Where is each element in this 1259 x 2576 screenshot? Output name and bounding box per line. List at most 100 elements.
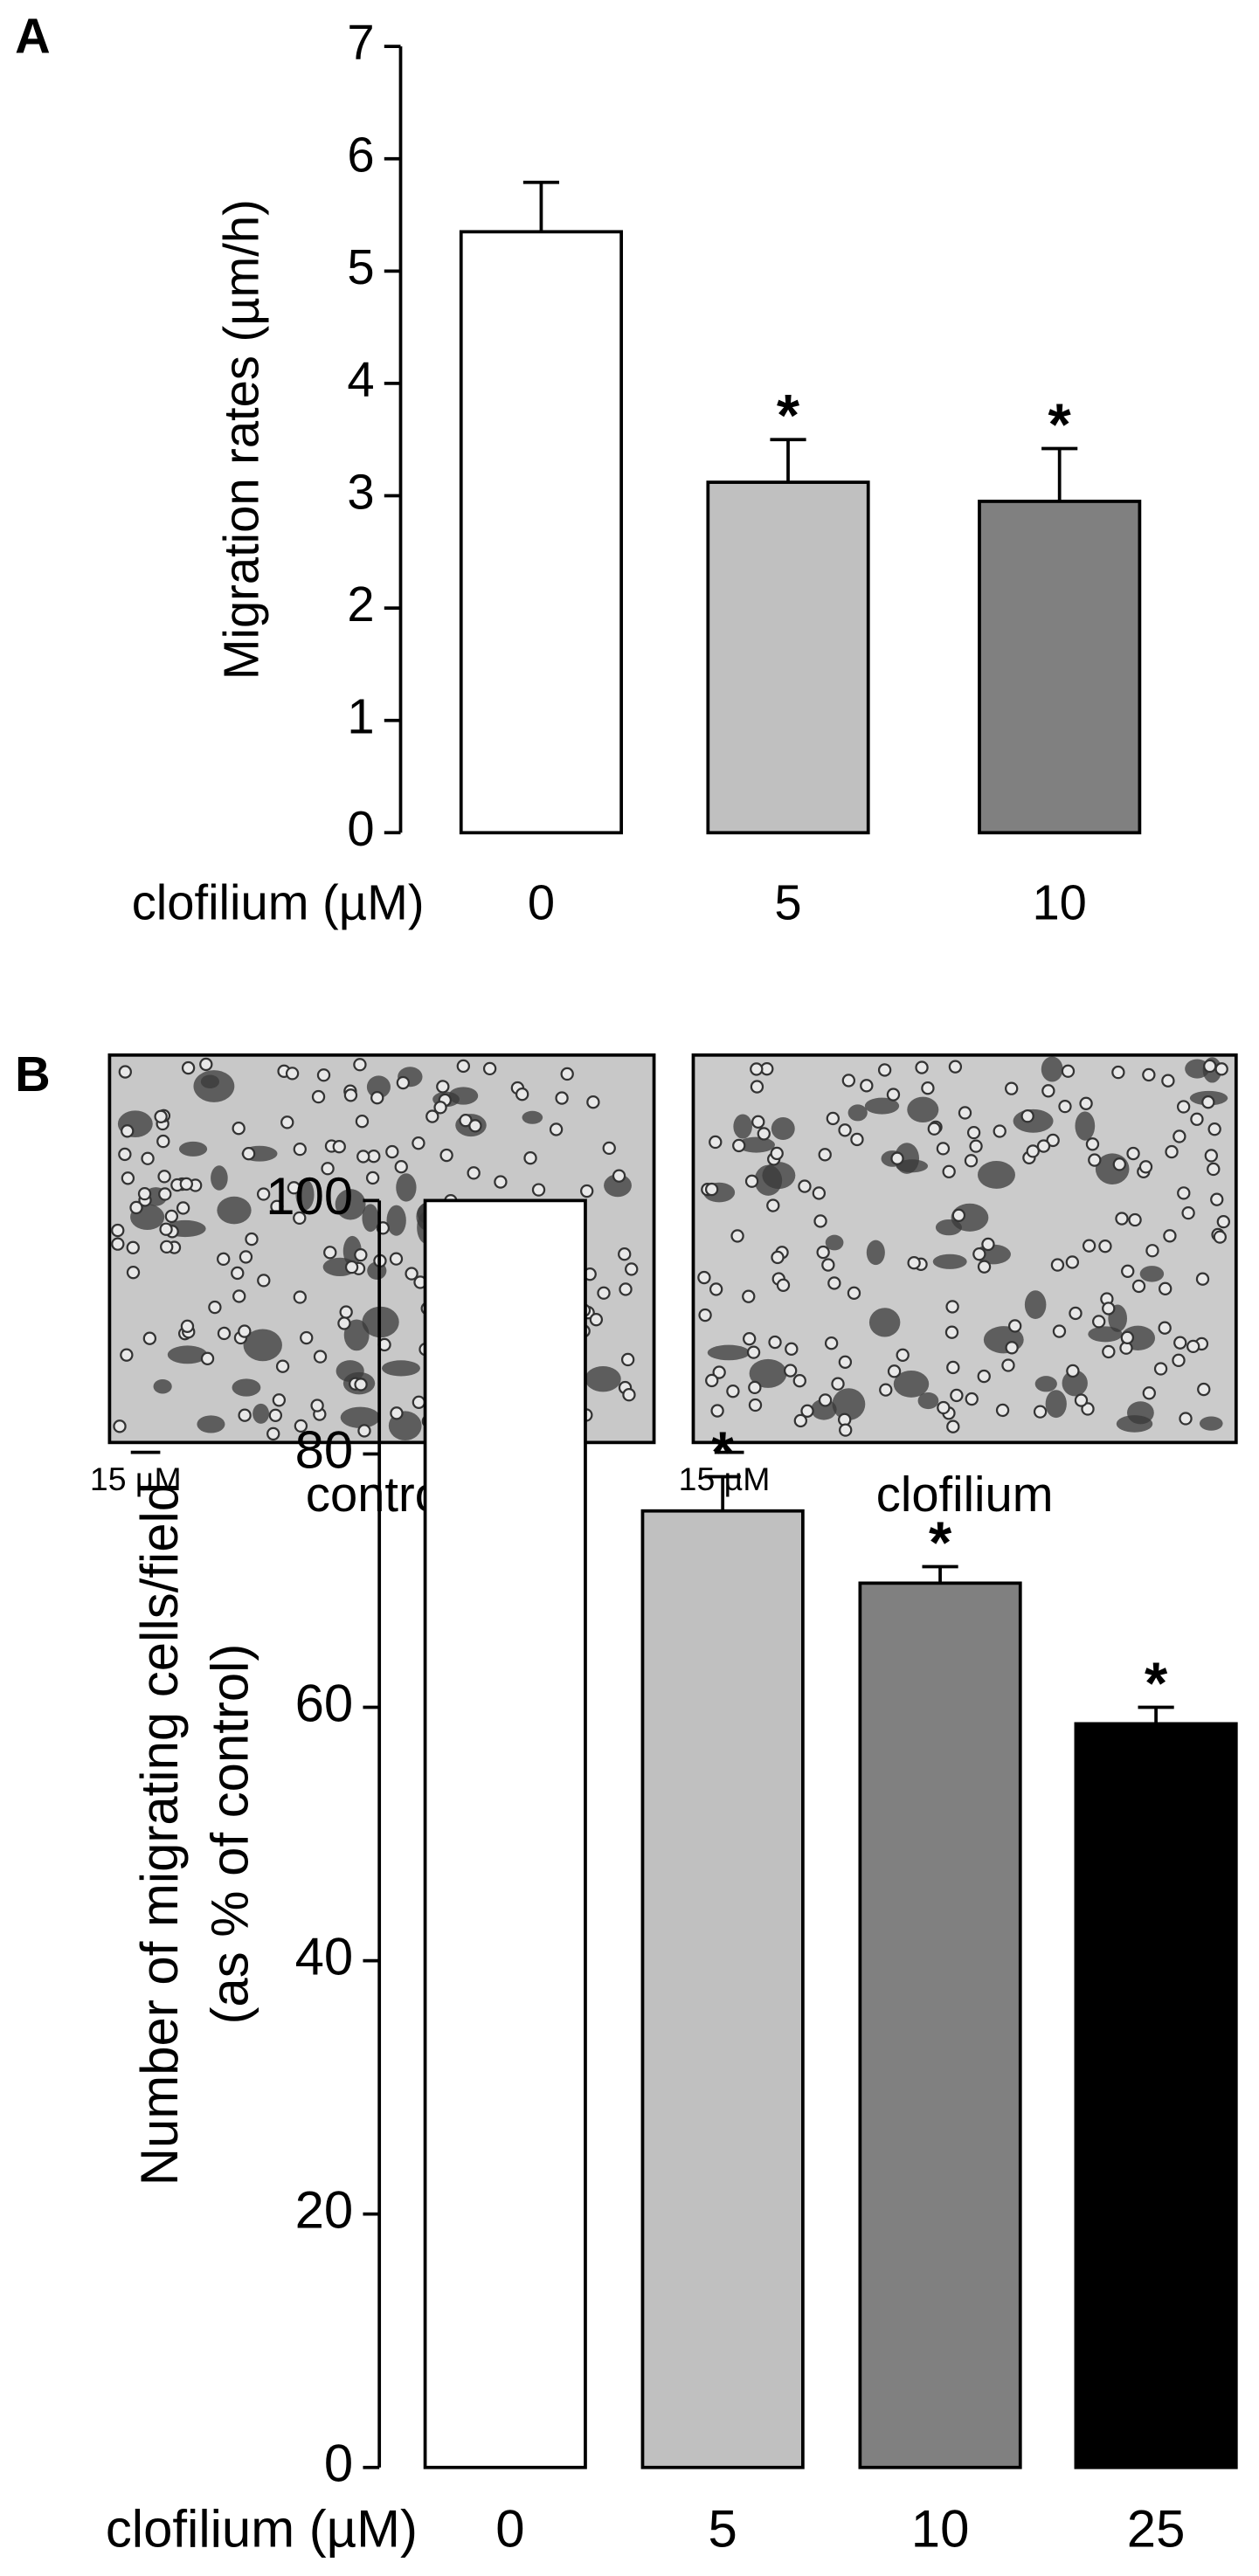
cell-round <box>217 1326 232 1341</box>
cell-round <box>995 1403 1010 1418</box>
panel-label: A <box>15 8 51 63</box>
cell-round <box>1065 1255 1080 1269</box>
cell-round <box>821 1258 835 1272</box>
panel-label: B <box>15 1046 51 1102</box>
cell-round <box>1173 1129 1186 1143</box>
cell-body <box>932 1253 967 1269</box>
cell-round <box>1173 1336 1187 1350</box>
cell-round <box>1082 1239 1096 1253</box>
cell-body <box>1075 1111 1096 1141</box>
cell-round <box>818 1393 833 1407</box>
cell-round <box>746 1345 761 1359</box>
cell-round <box>937 1400 951 1415</box>
cell-body <box>868 1308 901 1337</box>
cell-body <box>178 1141 208 1157</box>
cell-round <box>111 1223 125 1238</box>
cell-round <box>1112 1157 1126 1171</box>
cell-round <box>270 1199 284 1213</box>
cell-round <box>730 1229 744 1243</box>
cell-body <box>733 1114 752 1139</box>
cell-round <box>217 1252 231 1267</box>
cell-round <box>887 1364 902 1378</box>
y-tick-label: 0 <box>324 2434 353 2493</box>
cell-round <box>425 1109 439 1123</box>
cell-round <box>1172 1353 1186 1368</box>
cell-round <box>770 1146 784 1161</box>
cell-round <box>300 1330 314 1345</box>
cell-round <box>266 1426 280 1441</box>
cell-body <box>1041 1056 1063 1082</box>
cell-round <box>126 1240 140 1254</box>
cell-round <box>768 1335 782 1350</box>
significance-mark: * <box>1145 1651 1168 1716</box>
cell-round <box>268 1408 283 1422</box>
cell-round <box>602 1141 616 1156</box>
cell-round <box>354 1247 368 1262</box>
cell-round <box>231 1266 245 1281</box>
cell-body <box>1062 1370 1088 1397</box>
cell-round <box>389 1252 404 1266</box>
cell-round <box>921 1081 935 1095</box>
cell-round <box>344 1260 359 1274</box>
cell-round <box>839 1423 853 1437</box>
cell-body <box>340 1406 380 1428</box>
y-tick-label: 1 <box>347 689 374 744</box>
cell-round <box>879 1383 893 1397</box>
cell-round <box>394 1160 408 1174</box>
cell-round <box>1158 1321 1172 1335</box>
caption: clofilium <box>876 1467 1054 1522</box>
cell-round <box>697 1270 711 1285</box>
cell-round <box>744 1174 759 1188</box>
cell-round <box>339 1305 353 1319</box>
cell-round <box>1159 1281 1173 1295</box>
cell-round <box>1046 1133 1060 1148</box>
cell-body <box>893 1371 930 1398</box>
cell-round <box>826 1111 840 1126</box>
y-tick-label: 40 <box>295 1927 354 1986</box>
cell-round <box>160 1240 174 1254</box>
cell-body <box>707 1344 751 1361</box>
cell-round <box>199 1057 213 1072</box>
cell-round <box>118 1147 132 1162</box>
cell-round <box>818 1148 832 1162</box>
cell-body <box>825 1234 844 1251</box>
cell-round <box>625 1262 639 1276</box>
y-tick-label: 20 <box>295 2180 354 2239</box>
cell-round <box>1120 1330 1135 1344</box>
cell-body <box>343 1319 370 1351</box>
y-axis-label: Migration rates (µm/h) <box>214 199 269 680</box>
cell-round <box>586 1095 600 1109</box>
cell-round <box>620 1352 635 1367</box>
cell-round <box>129 1200 143 1215</box>
x-tick-label: 0 <box>528 874 555 929</box>
cell-body <box>211 1165 228 1191</box>
cell-round <box>313 1350 328 1364</box>
cell-round <box>877 1063 892 1077</box>
cell-round <box>1081 1402 1095 1416</box>
cell-body <box>604 1174 632 1198</box>
cell-round <box>1066 1364 1080 1378</box>
cell-round <box>467 1166 481 1180</box>
y-tick-label: 5 <box>347 239 374 294</box>
cell-round <box>200 1351 215 1365</box>
cell-body <box>866 1240 885 1266</box>
cell-round <box>181 1060 196 1075</box>
cell-round <box>316 1068 331 1082</box>
cell-body <box>907 1096 939 1123</box>
cell-round <box>1214 1062 1228 1076</box>
cell-round <box>1005 1081 1019 1095</box>
cell-body <box>1139 1266 1165 1282</box>
cell-body <box>771 1117 795 1141</box>
cell-round <box>1190 1112 1204 1126</box>
cell-body <box>217 1196 252 1225</box>
cell-round <box>287 1181 301 1195</box>
cell-body <box>864 1097 900 1115</box>
cell-round <box>1052 1324 1067 1338</box>
cell-body <box>167 1345 208 1364</box>
significance-mark: * <box>1048 392 1072 458</box>
cell-round <box>1069 1306 1083 1321</box>
cell-round <box>1098 1239 1112 1253</box>
cell-round <box>370 1091 384 1105</box>
cell-body <box>362 1204 379 1233</box>
